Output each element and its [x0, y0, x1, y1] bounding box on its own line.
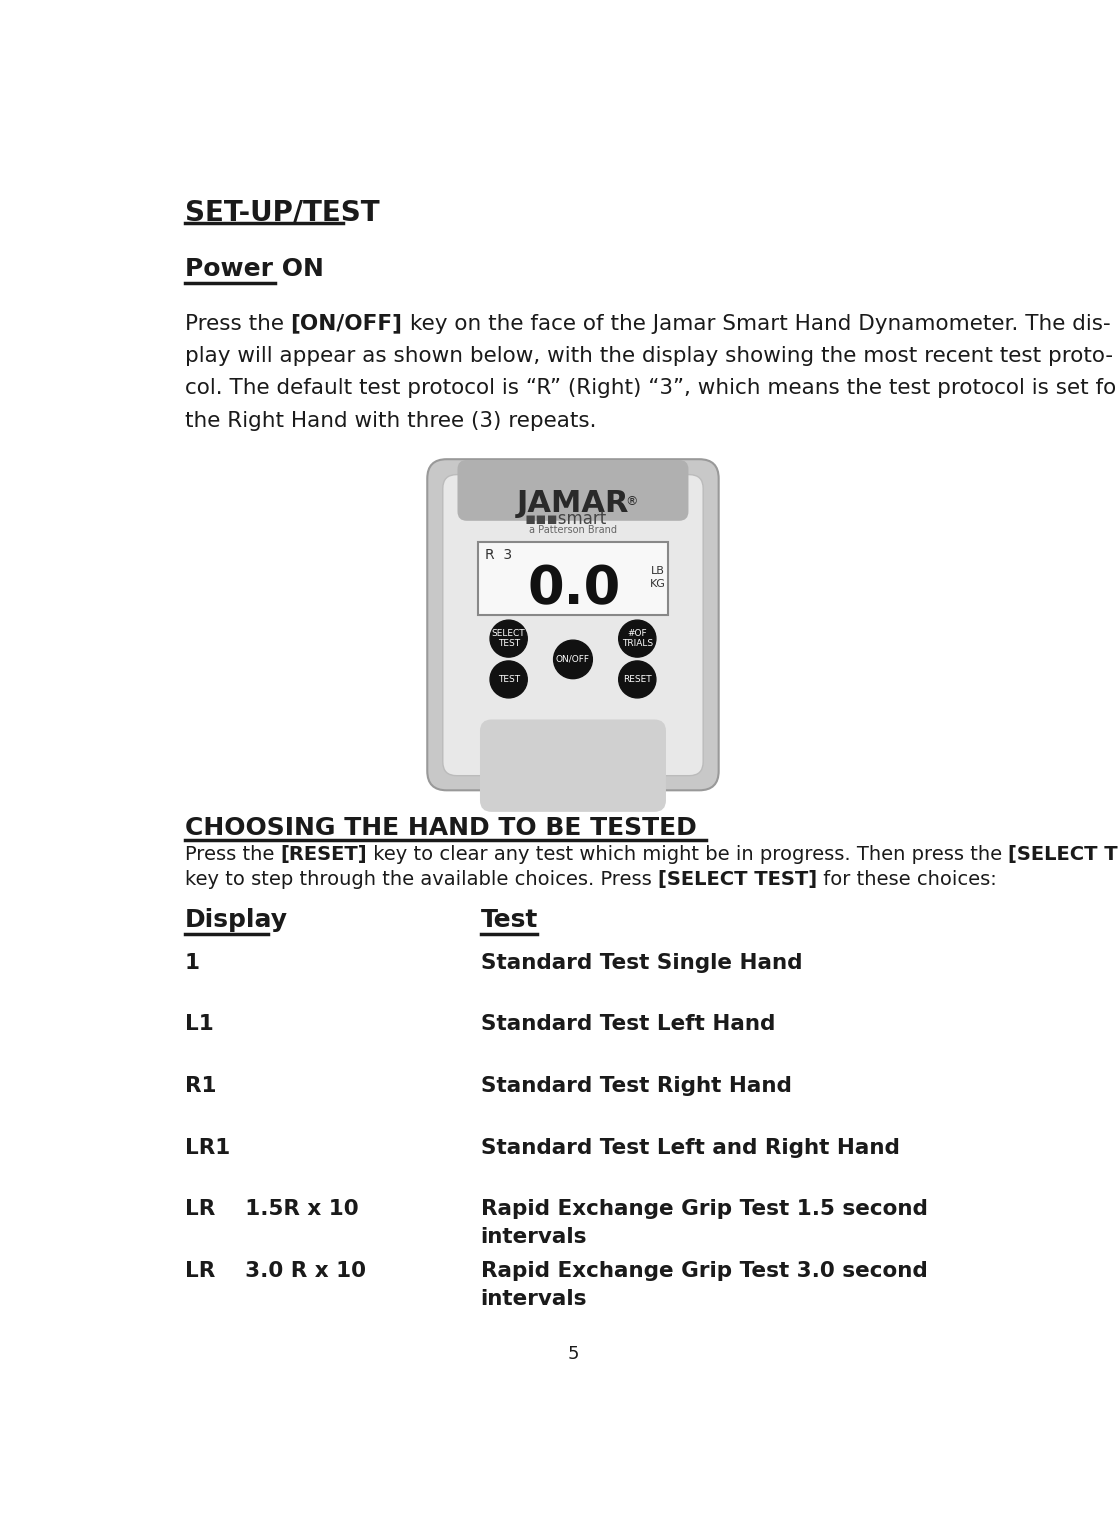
Text: RESET: RESET — [623, 674, 652, 684]
Text: KG: KG — [650, 579, 665, 588]
Text: SET-UP/TEST: SET-UP/TEST — [184, 198, 379, 226]
Text: 1: 1 — [184, 952, 200, 972]
Text: [RESET]: [RESET] — [281, 845, 367, 863]
Bar — [477, 542, 669, 614]
Circle shape — [553, 641, 593, 679]
Text: [SELECT TEST]: [SELECT TEST] — [1008, 845, 1118, 863]
Text: CHOOSING THE HAND TO BE TESTED: CHOOSING THE HAND TO BE TESTED — [184, 816, 697, 840]
Text: TEST: TEST — [498, 674, 520, 684]
Text: Standard Test Left and Right Hand: Standard Test Left and Right Hand — [481, 1138, 900, 1158]
Text: Rapid Exchange Grip Test 3.0 second
intervals: Rapid Exchange Grip Test 3.0 second inte… — [481, 1261, 928, 1309]
Text: JAMAR: JAMAR — [517, 490, 629, 518]
Text: Power ON: Power ON — [184, 258, 323, 281]
Text: SELECT
TEST: SELECT TEST — [492, 628, 525, 648]
Text: key on the face of the Jamar Smart Hand Dynamometer. The dis-: key on the face of the Jamar Smart Hand … — [402, 313, 1110, 333]
Circle shape — [490, 660, 528, 697]
Text: 5: 5 — [567, 1346, 579, 1364]
Circle shape — [490, 621, 528, 657]
Text: R  3: R 3 — [485, 548, 512, 562]
Text: Display: Display — [184, 908, 287, 932]
Text: for these choices:: for these choices: — [817, 869, 996, 889]
Text: Press the: Press the — [184, 845, 281, 863]
Text: R1: R1 — [184, 1077, 216, 1097]
Text: L1: L1 — [184, 1014, 214, 1034]
Text: Standard Test Single Hand: Standard Test Single Hand — [481, 952, 803, 972]
Text: play will appear as shown below, with the display showing the most recent test p: play will appear as shown below, with th… — [184, 346, 1112, 366]
Text: key to clear any test which might be in progress. Then press the: key to clear any test which might be in … — [367, 845, 1008, 863]
FancyBboxPatch shape — [443, 475, 703, 776]
Text: Press the: Press the — [184, 313, 291, 333]
Text: #OF
TRIALS: #OF TRIALS — [622, 628, 653, 648]
Text: LR    3.0 R x 10: LR 3.0 R x 10 — [184, 1261, 366, 1281]
Text: 0.0: 0.0 — [528, 564, 622, 614]
Text: ®: ® — [626, 496, 638, 508]
Text: Test: Test — [481, 908, 538, 932]
Text: [SELECT TEST]: [SELECT TEST] — [657, 869, 817, 889]
Text: ON/OFF: ON/OFF — [556, 654, 590, 664]
Text: the Right Hand with three (3) repeats.: the Right Hand with three (3) repeats. — [184, 410, 596, 430]
Circle shape — [618, 621, 656, 657]
Text: a Patterson Brand: a Patterson Brand — [529, 525, 617, 535]
Text: Rapid Exchange Grip Test 1.5 second
intervals: Rapid Exchange Grip Test 1.5 second inte… — [481, 1200, 928, 1247]
Text: Standard Test Left Hand: Standard Test Left Hand — [481, 1014, 775, 1034]
Text: [ON/OFF]: [ON/OFF] — [291, 313, 402, 333]
Text: col. The default test protocol is “R” (Right) “3”, which means the test protocol: col. The default test protocol is “R” (R… — [184, 378, 1118, 398]
Text: key to step through the available choices. Press: key to step through the available choice… — [184, 869, 657, 889]
FancyBboxPatch shape — [457, 459, 689, 521]
FancyBboxPatch shape — [427, 459, 719, 791]
Text: ▪▪▪smart: ▪▪▪smart — [524, 510, 606, 527]
Text: LR    1.5R x 10: LR 1.5R x 10 — [184, 1200, 359, 1220]
FancyBboxPatch shape — [480, 719, 666, 813]
Text: LR1: LR1 — [184, 1138, 230, 1158]
Text: Standard Test Right Hand: Standard Test Right Hand — [481, 1077, 792, 1097]
Circle shape — [618, 660, 656, 697]
Text: LB: LB — [651, 567, 664, 576]
